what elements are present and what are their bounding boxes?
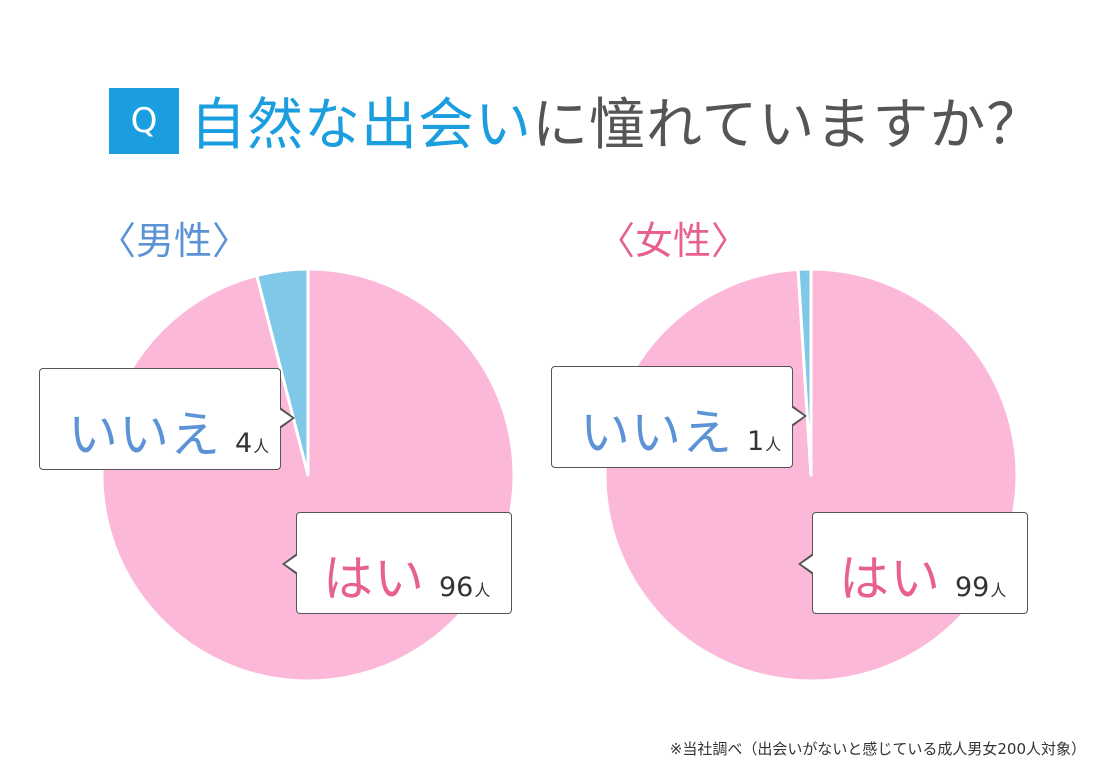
female-yes-callout: はい 99 人 [798, 512, 1028, 614]
female-no-count: 1 [747, 426, 765, 457]
page-title: 自然な出会い に憧れていますか？ [190, 84, 1043, 158]
title-accent: 自然な出会い [190, 92, 532, 158]
title-rest: に憧れていますか？ [532, 92, 1044, 158]
female-no-unit: 人 [765, 435, 782, 454]
male-yes-unit: 人 [474, 581, 491, 600]
male-no-count: 4 [235, 428, 253, 459]
female-slice-no [796, 267, 813, 477]
female-yes-count: 99 [955, 572, 990, 603]
male-yes-answer: はい [323, 550, 425, 608]
q-badge: Q [109, 88, 179, 154]
male-no-answer: いいえ [68, 406, 221, 464]
female-yes-unit: 人 [990, 581, 1007, 600]
male-no-unit: 人 [253, 437, 270, 456]
male-slice-no [255, 267, 310, 477]
female-pie [603, 267, 1019, 683]
female-yes-answer: はい [839, 550, 941, 608]
female-chart-title: 〈女性〉 [597, 219, 750, 263]
female-no-answer: いいえ [580, 404, 733, 462]
male-yes-count: 96 [439, 572, 474, 603]
male-yes-callout: はい 96 人 [282, 512, 512, 614]
male-pie [100, 267, 516, 683]
footnote: ※当社調べ（出会いがないと感じている成人男女200人対象） [669, 740, 1086, 758]
male-chart-title: 〈男性〉 [98, 219, 251, 263]
